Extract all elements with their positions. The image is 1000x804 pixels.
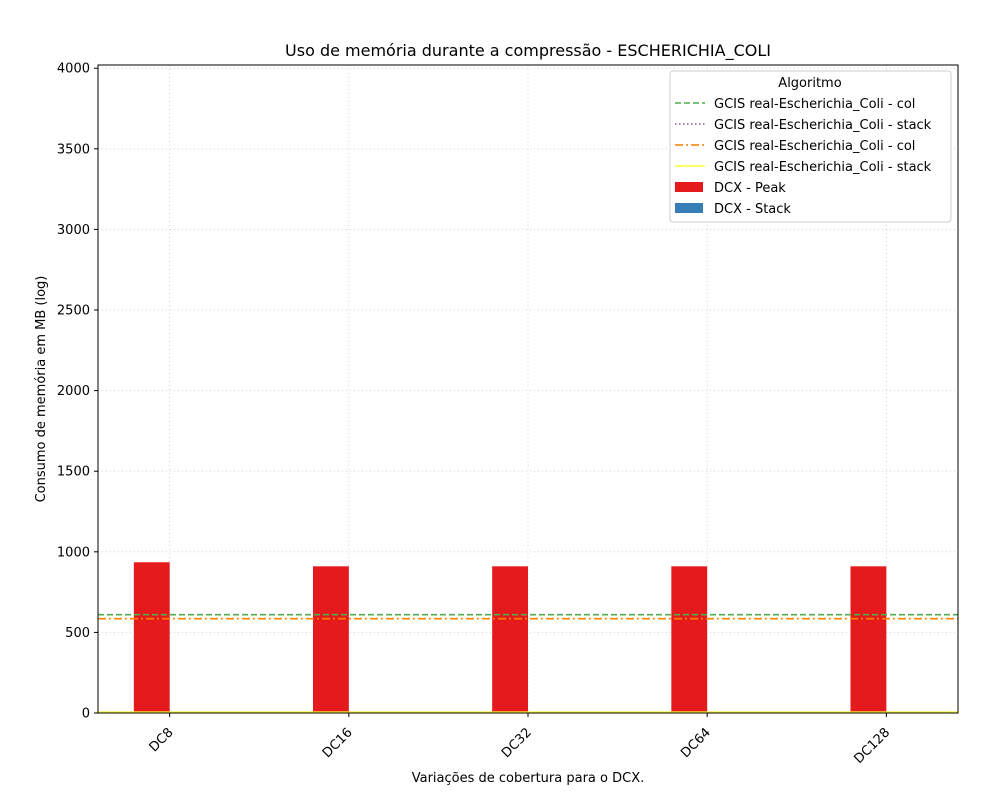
legend-swatch-bar	[675, 203, 703, 213]
legend-entry-label: GCIS real-Escherichia_Coli - stack	[714, 160, 932, 175]
legend: Algoritmo GCIS real-Escherichia_Coli - c…	[669, 70, 952, 223]
y-tick-label: 2500	[57, 304, 90, 319]
y-tick-label: 500	[65, 626, 90, 641]
x-tick-label: DC64	[678, 725, 714, 761]
bar-dcx-peak-dc128	[850, 566, 887, 713]
bars	[133, 562, 887, 713]
legend-entry-label: GCIS real-Escherichia_Coli - col	[714, 97, 915, 112]
y-tick-label: 4000	[57, 62, 90, 77]
legend-entry-label: GCIS real-Escherichia_Coli - col	[714, 139, 915, 154]
y-axis: 0 500 1000 1500 2000 2500 3000 3500 4000	[57, 62, 98, 722]
chart-title: Uso de memória durante a compressão - ES…	[285, 41, 771, 61]
legend-title: Algoritmo	[778, 76, 841, 91]
x-tick-label: DC128	[852, 725, 894, 767]
x-tick-label: DC8	[147, 725, 177, 755]
reference-lines	[98, 613, 958, 713]
y-tick-label: 3000	[57, 223, 90, 238]
y-tick-label: 3500	[57, 142, 90, 157]
y-tick-label: 0	[82, 707, 90, 722]
bar-dcx-peak-dc32	[492, 566, 528, 713]
legend-entry-label: GCIS real-Escherichia_Coli - stack	[714, 118, 932, 133]
x-tick-label: DC32	[499, 725, 535, 761]
bar-dcx-peak-dc64	[671, 566, 708, 713]
legend-swatch-bar	[675, 182, 703, 192]
y-tick-label: 1000	[57, 545, 90, 560]
legend-box	[669, 70, 952, 223]
y-axis-label: Consumo de memória em MB (log)	[34, 276, 49, 503]
x-axis-label: Variações de cobertura para o DCX.	[412, 771, 645, 786]
legend-entry-label: DCX - Peak	[714, 181, 786, 196]
x-axis: DC8 DC16 DC32 DC64 DC128	[147, 713, 894, 767]
bar-dcx-peak-dc16	[313, 566, 349, 713]
y-tick-label: 2000	[57, 384, 90, 399]
bar-dcx-peak-dc8	[133, 562, 170, 713]
y-tick-label: 1500	[57, 465, 90, 480]
legend-entry-label: DCX - Stack	[714, 202, 791, 217]
x-tick-label: DC16	[320, 725, 356, 761]
